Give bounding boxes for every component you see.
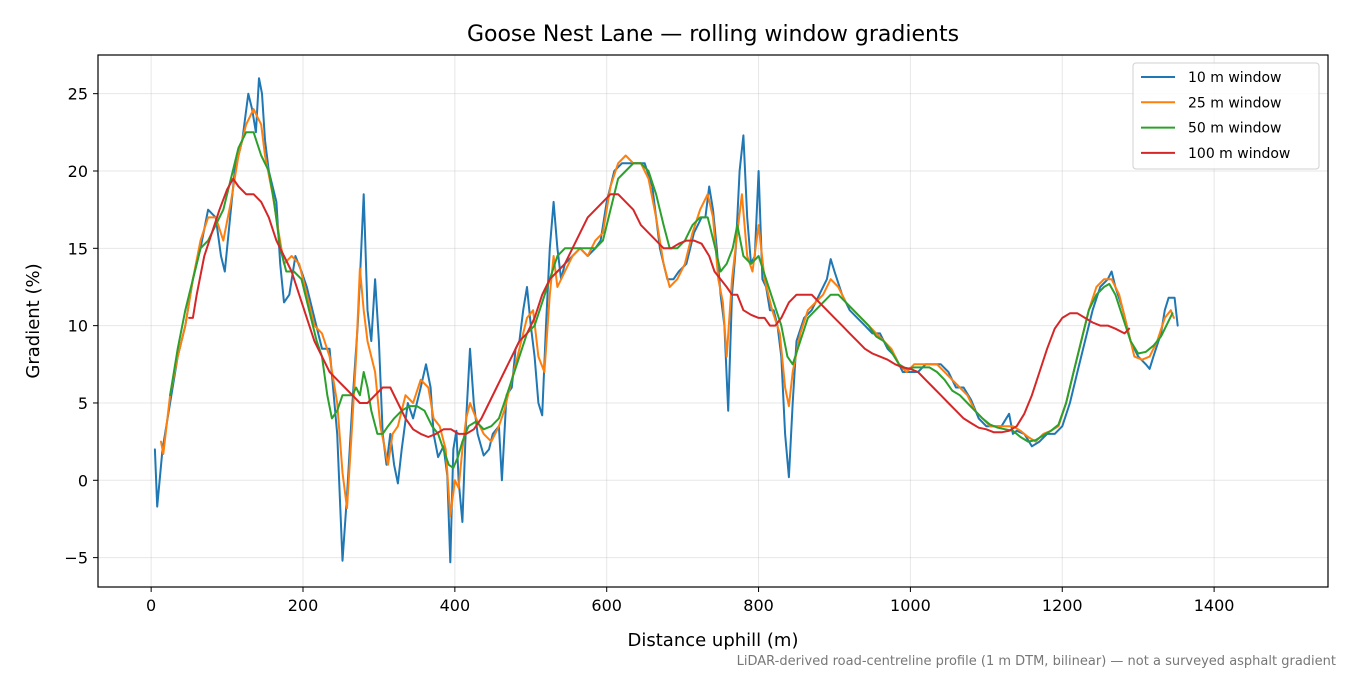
y-tick-label: 5 xyxy=(78,394,88,413)
legend-box xyxy=(1132,62,1320,170)
series-lines xyxy=(153,77,1179,564)
legend: 10 m window 25 m window 50 m window 100 m w… xyxy=(1132,62,1320,170)
x-tick-label: 200 xyxy=(288,596,319,615)
y-tick-label: 20 xyxy=(68,162,88,181)
y-tick-label: 15 xyxy=(68,239,88,258)
legend-label: 100 m window xyxy=(1188,146,1290,162)
x-tick-label: 0 xyxy=(146,596,156,615)
x-axis-label: Distance uphill (m) xyxy=(628,630,799,651)
x-axis-ticks: 0 200 400 600 800 1000 1200 1400 xyxy=(146,587,1234,615)
y-tick-label: 25 xyxy=(68,85,88,104)
footnote: LiDAR-derived road-centreline profile (1… xyxy=(737,654,1336,669)
plot-frame xyxy=(97,54,1329,588)
y-axis-label: Gradient (%) xyxy=(23,263,44,378)
x-tick-label: 600 xyxy=(591,596,622,615)
x-tick-label: 1400 xyxy=(1194,596,1235,615)
legend-label: 50 m window xyxy=(1188,121,1281,137)
grid xyxy=(98,55,1328,587)
y-axis-ticks: −5 0 5 10 15 20 25 xyxy=(64,85,98,568)
chart-title: Goose Nest Lane — rolling window gradien… xyxy=(467,22,959,47)
legend-label: 10 m window xyxy=(1188,70,1281,86)
y-tick-label: 10 xyxy=(68,317,88,336)
series-line-4 xyxy=(188,177,1131,438)
x-tick-label: 1200 xyxy=(1042,596,1083,615)
y-tick-label: −5 xyxy=(64,549,88,568)
series-line-3 xyxy=(169,131,1174,469)
legend-label: 25 m window xyxy=(1188,95,1281,111)
x-tick-label: 1000 xyxy=(890,596,931,615)
x-tick-label: 800 xyxy=(743,596,774,615)
x-tick-label: 400 xyxy=(440,596,471,615)
y-tick-label: 0 xyxy=(78,471,88,490)
